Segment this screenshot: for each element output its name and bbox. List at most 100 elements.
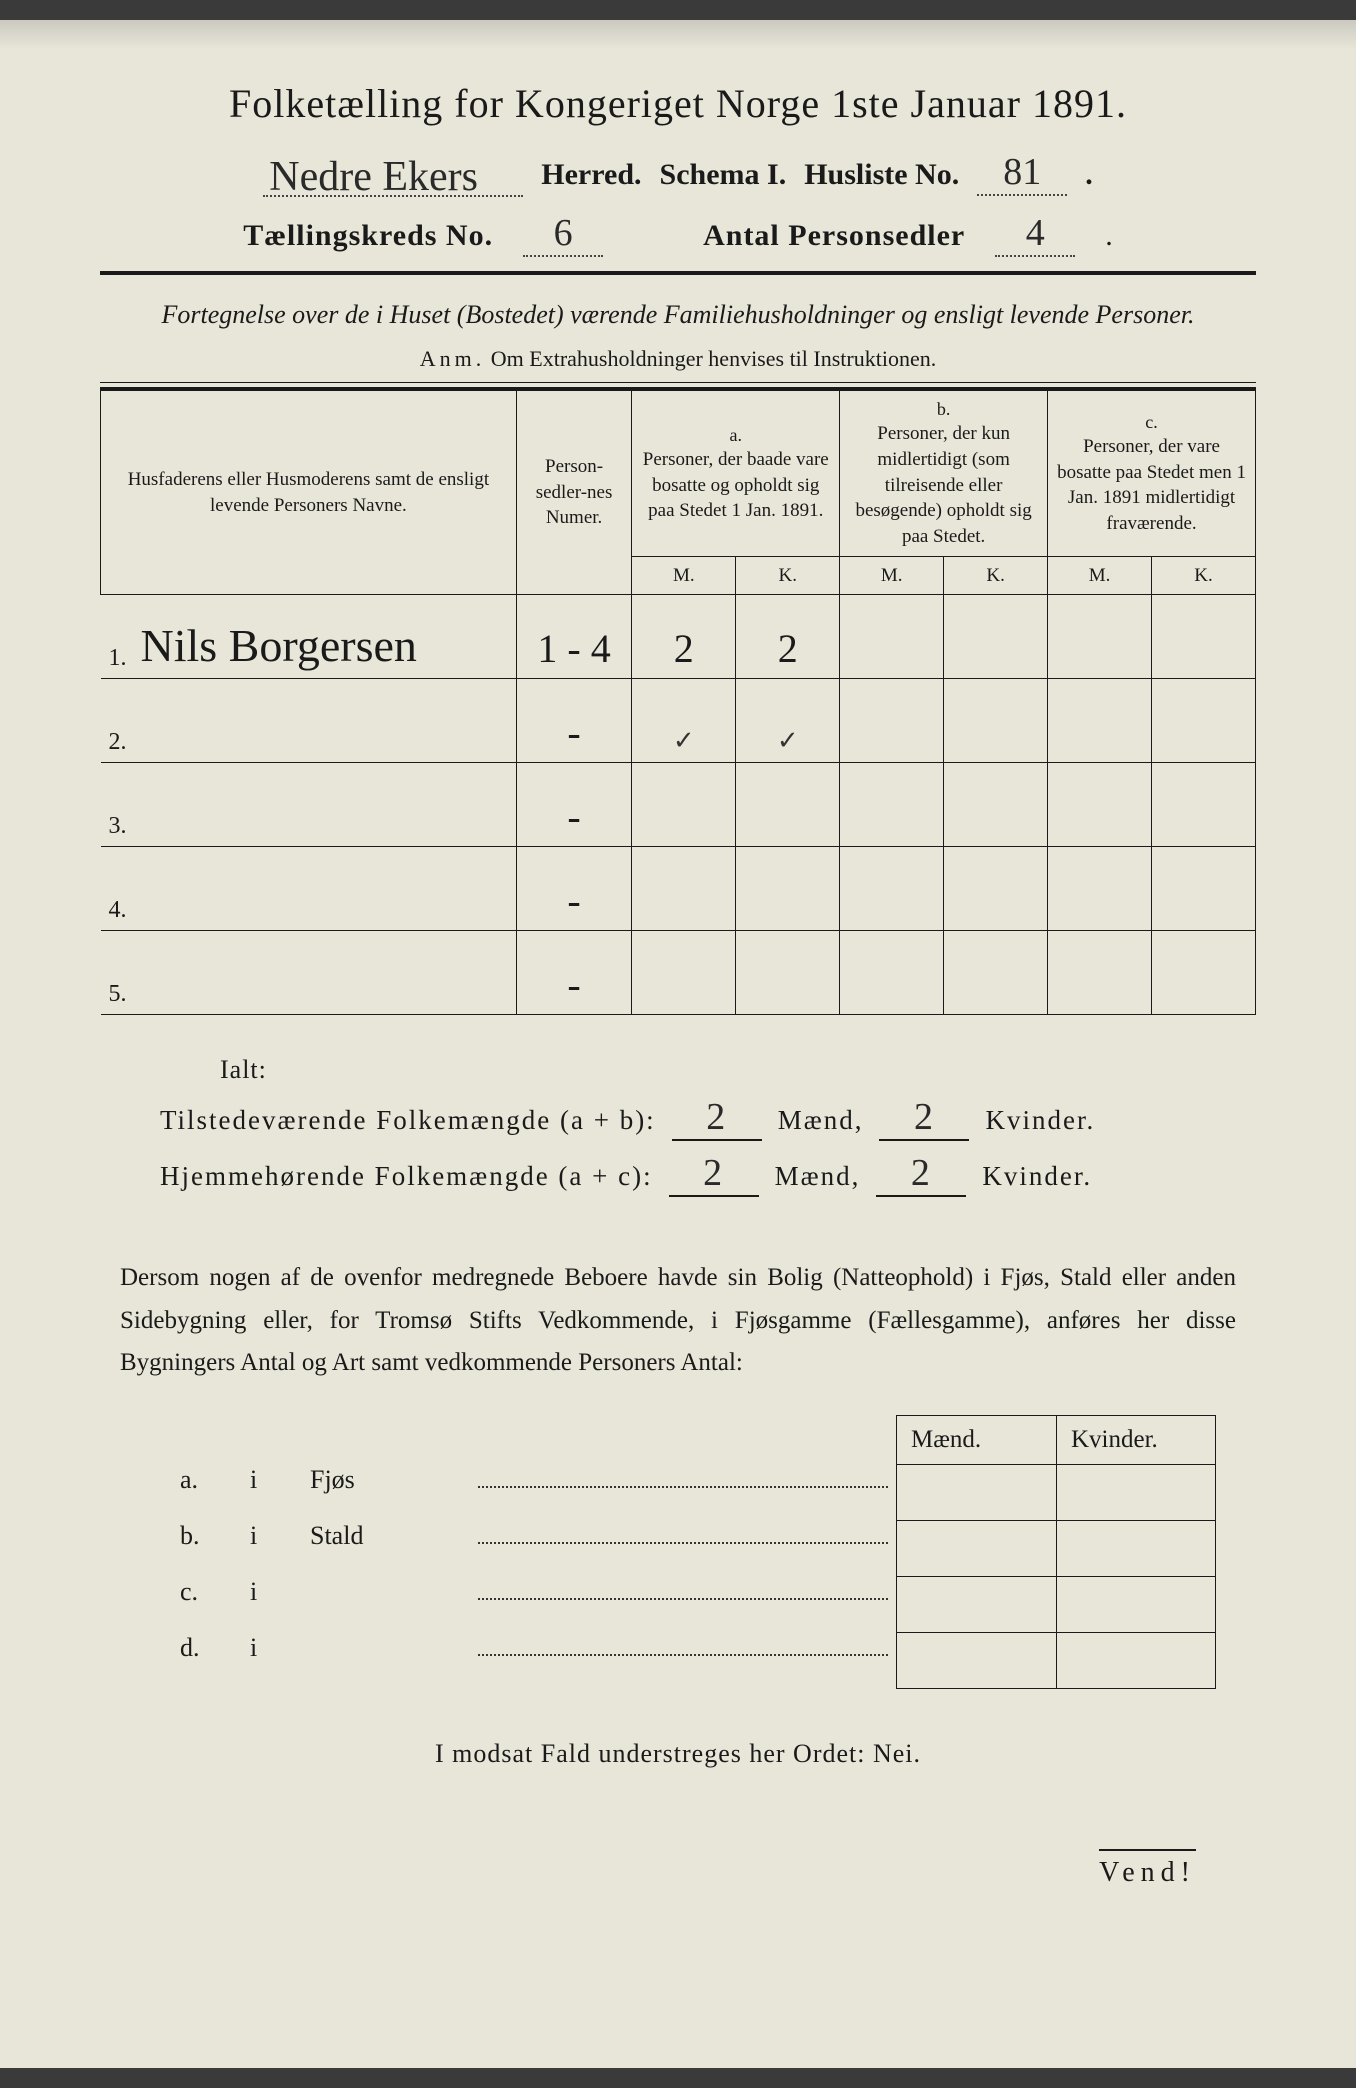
vend-label: Vend!: [100, 1849, 1196, 1889]
header-row-1: Nedre Ekers Herred. Schema I. Husliste N…: [100, 147, 1256, 197]
herred-label: Herred.: [541, 158, 641, 192]
col-header-c: c. Personer, der vare bosatte paa Stedet…: [1048, 389, 1256, 556]
building-mk-header: Mænd. Kvinder.: [100, 1415, 1216, 1465]
col-c-k: K.: [1152, 556, 1256, 595]
sum2-k: 2: [876, 1151, 966, 1197]
row-num: -: [516, 679, 632, 763]
row-name-cell: 2.: [101, 679, 517, 763]
table-row: 2.-✓✓: [101, 679, 1256, 763]
sum-row-1: Tilstedeværende Folkemængde (a + b): 2 M…: [160, 1095, 1256, 1141]
row-a-m: [632, 763, 736, 847]
modsat-line: I modsat Fald understreges her Ordet: Ne…: [100, 1739, 1256, 1769]
row-a-k: 2: [736, 595, 840, 679]
col-header-num: Person-sedler-nes Numer.: [516, 389, 632, 595]
col-b-k: K.: [944, 556, 1048, 595]
building-k-cell: [1056, 1633, 1216, 1689]
divider-thin: [100, 382, 1256, 383]
herred-field: Nedre Ekers: [263, 147, 523, 197]
building-k-cell: [1056, 1577, 1216, 1633]
row-b-m: [840, 931, 944, 1015]
row-c-k: [1152, 679, 1256, 763]
row-num: -: [516, 931, 632, 1015]
building-name: Stald: [310, 1521, 470, 1551]
row-a-k: [736, 847, 840, 931]
building-m-cell: [896, 1577, 1056, 1633]
table-row: 5.-: [101, 931, 1256, 1015]
row-num: 1 - 4: [516, 595, 632, 679]
schema-label: Schema I.: [660, 158, 787, 192]
building-i: i: [250, 1577, 310, 1607]
row-b-k: [944, 679, 1048, 763]
building-dots: [478, 1654, 888, 1656]
row-c-k: [1152, 847, 1256, 931]
row-b-k: [944, 931, 1048, 1015]
col-a-k: K.: [736, 556, 840, 595]
row-num: -: [516, 763, 632, 847]
anm-line: Anm. Om Extrahusholdninger henvises til …: [100, 346, 1256, 372]
table-row: 4.-: [101, 847, 1256, 931]
col-header-b: b. Personer, der kun midlertidigt (som t…: [840, 389, 1048, 556]
building-dots: [478, 1486, 888, 1488]
husliste-field: 81: [977, 150, 1067, 196]
row-c-m: [1048, 847, 1152, 931]
building-row: a.iFjøs: [100, 1465, 1256, 1521]
row-c-k: [1152, 763, 1256, 847]
row-c-k: [1152, 595, 1256, 679]
building-i: i: [250, 1521, 310, 1551]
sum1-label: Tilstedeværende Folkemængde (a + b):: [160, 1105, 656, 1136]
divider-heavy: [100, 271, 1256, 275]
building-lbl: b.: [180, 1521, 250, 1551]
antal-value: 4: [1026, 212, 1045, 254]
row-a-m: [632, 931, 736, 1015]
page-title: Folketælling for Kongeriget Norge 1ste J…: [100, 80, 1256, 127]
building-m-cell: [896, 1521, 1056, 1577]
building-maend-header: Mænd.: [896, 1415, 1056, 1465]
antal-label: Antal Personsedler: [703, 219, 965, 253]
kreds-label: Tællingskreds No.: [243, 219, 493, 253]
building-lbl: a.: [180, 1465, 250, 1495]
census-form-page: Folketælling for Kongeriget Norge 1ste J…: [0, 20, 1356, 2068]
row-b-k: [944, 595, 1048, 679]
subtitle: Fortegnelse over de i Huset (Bostedet) v…: [100, 295, 1256, 334]
col-header-name: Husfaderens eller Husmoderens samt de en…: [101, 389, 517, 595]
building-row: d.i: [100, 1633, 1256, 1689]
row-b-k: [944, 763, 1048, 847]
table-row: 3.-: [101, 763, 1256, 847]
building-k-cell: [1056, 1521, 1216, 1577]
row-name-cell: 4.: [101, 847, 517, 931]
antal-field: 4: [995, 211, 1075, 257]
building-m-cell: [896, 1633, 1056, 1689]
row-name-cell: 1.Nils Borgersen: [101, 595, 517, 679]
row-c-m: [1048, 679, 1152, 763]
kreds-value: 6: [554, 212, 573, 254]
row-b-m: [840, 763, 944, 847]
building-lbl: d.: [180, 1633, 250, 1663]
row-name-hand: Nils Borgersen: [141, 619, 417, 672]
col-b-m: M.: [840, 556, 944, 595]
building-dots: [478, 1598, 888, 1600]
page-shadow: [0, 20, 1356, 50]
row-b-m: [840, 847, 944, 931]
table-row: 1.Nils Borgersen1 - 422: [101, 595, 1256, 679]
row-c-m: [1048, 931, 1152, 1015]
row-a-k: [736, 931, 840, 1015]
sum-row-2: Hjemmehørende Folkemængde (a + c): 2 Mæn…: [160, 1151, 1256, 1197]
building-k-cell: [1056, 1465, 1216, 1521]
col-a-m: M.: [632, 556, 736, 595]
building-kvinder-header: Kvinder.: [1056, 1415, 1216, 1465]
sum2-label: Hjemmehørende Folkemængde (a + c):: [160, 1161, 653, 1192]
row-b-m: [840, 595, 944, 679]
row-c-m: [1048, 595, 1152, 679]
sum2-m: 2: [669, 1151, 759, 1197]
building-i: i: [250, 1633, 310, 1663]
row-a-m: ✓: [632, 679, 736, 763]
building-list: a.iFjøsb.iStaldc.id.i: [100, 1465, 1256, 1689]
husliste-label: Husliste No.: [804, 158, 959, 192]
building-row: c.i: [100, 1577, 1256, 1633]
husliste-value: 81: [1003, 151, 1041, 193]
row-a-k: ✓: [736, 679, 840, 763]
herred-value: Nedre Ekers: [269, 154, 478, 200]
header-row-2: Tællingskreds No. 6 Antal Personsedler 4…: [100, 211, 1256, 257]
building-m-cell: [896, 1465, 1056, 1521]
row-num: -: [516, 847, 632, 931]
